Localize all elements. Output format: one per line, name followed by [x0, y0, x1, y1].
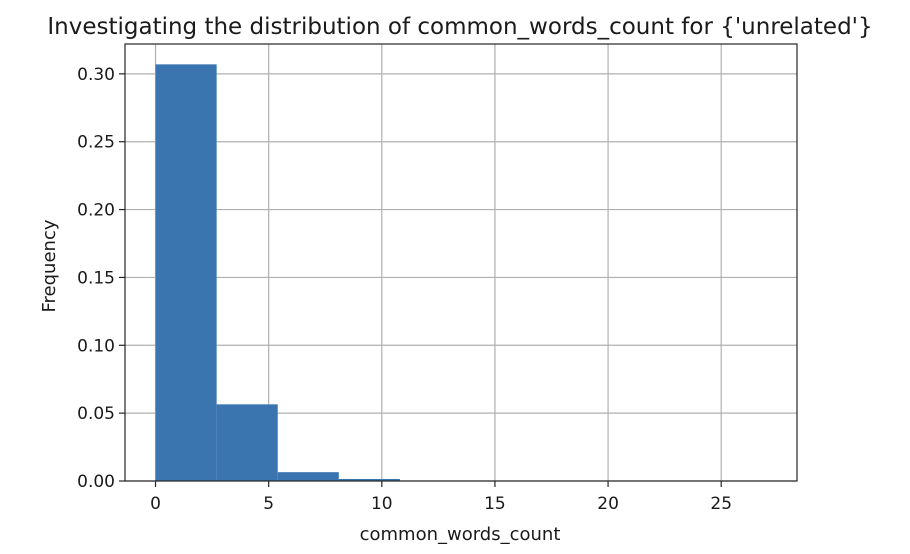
y-tick-label: 0.00 [77, 472, 115, 492]
x-tick-label: 0 [150, 494, 161, 514]
chart-title: Investigating the distribution of common… [47, 14, 872, 40]
x-tick-label: 10 [371, 494, 393, 514]
plot-area-frame [124, 43, 798, 482]
y-tick-label: 0.25 [77, 133, 115, 153]
y-tick-label: 0.10 [77, 336, 115, 356]
y-tick-label: 0.20 [77, 201, 115, 221]
y-tick-label: 0.15 [77, 268, 115, 288]
x-tick-label: 15 [484, 494, 506, 514]
x-tick-label: 25 [710, 494, 732, 514]
x-axis-ticks: 0 5 10 15 20 25 [150, 481, 732, 514]
grid-lines [125, 44, 797, 482]
histogram-bar-2 [216, 404, 278, 481]
x-axis-label: common_words_count [360, 524, 561, 545]
histogram-bar-3 [277, 472, 339, 481]
y-axis-ticks: 0.00 0.05 0.10 0.15 0.20 0.25 0.30 [77, 65, 125, 492]
histogram-bars [155, 64, 523, 482]
histogram-bar-4 [338, 478, 400, 481]
x-tick-label: 5 [263, 494, 274, 514]
y-tick-label: 0.05 [77, 404, 115, 424]
y-tick-label: 0.30 [77, 65, 115, 85]
y-axis-label: Frequency [39, 219, 60, 312]
x-tick-label: 20 [597, 494, 619, 514]
histogram-bar-1 [155, 64, 217, 481]
